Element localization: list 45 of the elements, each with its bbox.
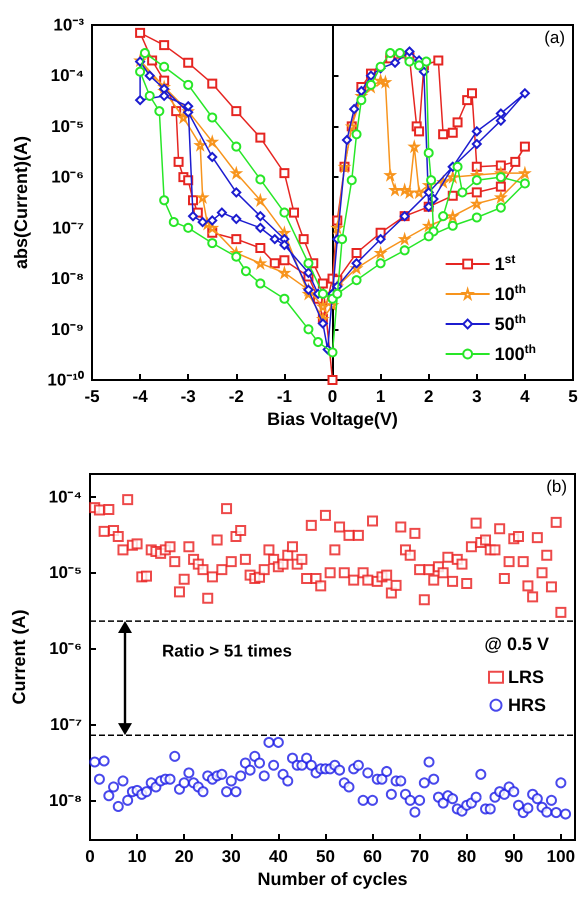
x-tick-label: -5 xyxy=(84,387,100,406)
legend-label: LRS xyxy=(508,667,544,688)
annotation: (a) xyxy=(544,28,566,47)
x-tick-label: 0 xyxy=(328,387,338,406)
annotation: (b) xyxy=(546,477,568,496)
y-tick-label: 10⁻⁷ xyxy=(52,218,84,238)
x-tick-label: 70 xyxy=(410,847,430,866)
x-tick-label: -3 xyxy=(180,387,196,406)
y-axis-title: Current (A) xyxy=(9,610,29,704)
x-tick-label: -1 xyxy=(276,387,292,406)
x-tick-label: 40 xyxy=(268,847,288,866)
x-axis-title: Bias Voltage(V) xyxy=(267,409,398,429)
x-tick-label: 80 xyxy=(457,847,476,866)
y-tick-label: 10⁻⁴ xyxy=(50,66,84,86)
x-tick-label: 20 xyxy=(174,847,194,866)
x-tick-label: 4 xyxy=(520,387,530,406)
x-axis-title: Number of cycles xyxy=(257,869,408,889)
x-tick-label: 0 xyxy=(85,847,95,866)
x-tick-label: 3 xyxy=(472,387,482,406)
y-tick-label: 10⁻⁶ xyxy=(49,639,82,658)
x-tick-label: 100 xyxy=(546,847,576,866)
x-tick-label: 90 xyxy=(504,847,524,866)
x-tick-label: 60 xyxy=(363,847,382,866)
y-tick-label: 10⁻⁸ xyxy=(51,269,84,288)
y-tick-label: 10⁻¹⁰ xyxy=(47,370,84,390)
legend-label: HRS xyxy=(508,695,546,716)
x-tick-label: 50 xyxy=(316,847,335,866)
x-tick-label: -2 xyxy=(228,387,244,406)
y-tick-label: 10⁻⁵ xyxy=(51,116,84,136)
y-tick-label: 10⁻³ xyxy=(53,16,84,34)
y-tick-label: 10⁻⁸ xyxy=(49,790,82,810)
legend-title: @ 0.5 V xyxy=(484,634,550,654)
x-tick-label: 10 xyxy=(128,847,147,866)
x-tick-label: 30 xyxy=(222,847,241,866)
y-axis-title: abs(Current)(A) xyxy=(11,136,31,269)
y-tick-label: 10⁻⁹ xyxy=(51,320,84,339)
x-tick-label: -4 xyxy=(132,387,148,406)
x-tick-label: 5 xyxy=(568,387,578,406)
x-tick-label: 2 xyxy=(424,387,434,406)
y-tick-label: 10⁻⁴ xyxy=(48,487,82,506)
x-tick-label: 1 xyxy=(376,387,386,406)
y-tick-label: 10⁻⁶ xyxy=(51,168,84,187)
annotation: Ratio > 51 times xyxy=(162,641,292,660)
y-tick-label: 10⁻⁷ xyxy=(50,714,82,734)
y-tick-label: 10⁻⁵ xyxy=(49,563,82,582)
